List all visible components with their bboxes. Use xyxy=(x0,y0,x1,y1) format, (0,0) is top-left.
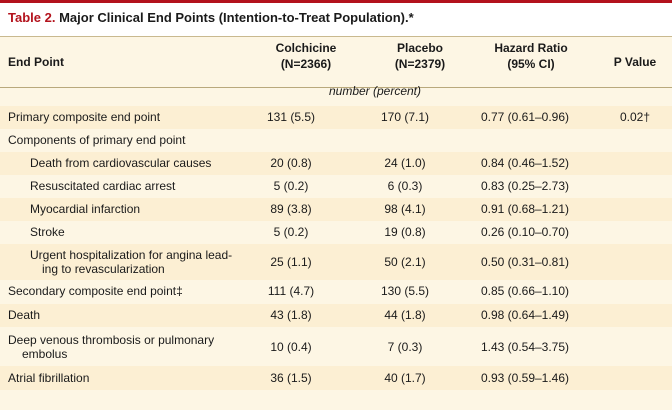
cell-colchicine: 131 (5.5) xyxy=(266,110,316,124)
cell-hazard-ratio: 0.91 (0.68–1.21) xyxy=(480,202,570,216)
table-row: Components of primary end point xyxy=(0,129,672,152)
cell-placebo: 130 (5.5) xyxy=(380,284,430,298)
cell-colchicine: 5 (0.2) xyxy=(273,179,309,193)
cell-colchicine: 36 (1.5) xyxy=(270,371,312,385)
header-colchicine-line2: (N=2366) xyxy=(280,57,332,71)
cell-placebo: 7 (0.3) xyxy=(387,340,423,354)
cell-hazard-ratio: 0.85 (0.66–1.10) xyxy=(480,284,570,298)
header-p-value: P Value xyxy=(613,55,657,69)
cell-colchicine: 43 (1.8) xyxy=(270,308,312,322)
cell-hazard-ratio: 0.50 (0.31–0.81) xyxy=(480,255,570,269)
title-divider xyxy=(0,36,672,37)
cell-p-value: 0.02† xyxy=(619,110,651,124)
table-title-bar: Table 2. Major Clinical End Points (Inte… xyxy=(0,0,672,36)
table-row: Deep venous thrombosis or pulmonary embo… xyxy=(0,327,672,366)
table-number: Table 2. xyxy=(8,10,56,25)
row-label-line1: Deep venous thrombosis or pulmonary xyxy=(8,333,215,347)
table-row: Atrial fibrillation 36 (1.5) 40 (1.7) 0.… xyxy=(0,366,672,390)
header-end-point: End Point xyxy=(8,55,64,69)
row-label: Resuscitated cardiac arrest xyxy=(30,179,176,193)
row-label: Atrial fibrillation xyxy=(8,371,90,385)
header-colchicine-line1: Colchicine xyxy=(275,41,337,55)
table-title-text: Major Clinical End Points (Intention-to-… xyxy=(59,10,414,25)
row-label: Myocardial infarction xyxy=(30,202,141,216)
cell-placebo: 6 (0.3) xyxy=(387,179,423,193)
cell-hazard-ratio: 0.77 (0.61–0.96) xyxy=(480,110,570,124)
header-placebo-line1: Placebo xyxy=(396,41,444,55)
row-label-line2: ing to revascularization xyxy=(42,262,165,276)
row-label-line1: Urgent hospitalization for angina lead- xyxy=(30,248,233,262)
cell-placebo: 24 (1.0) xyxy=(384,156,426,170)
cell-placebo: 170 (7.1) xyxy=(380,110,430,124)
units-label: number (percent) xyxy=(328,84,422,98)
table-row: Death from cardiovascular causes 20 (0.8… xyxy=(0,152,672,175)
row-label: Stroke xyxy=(30,225,65,239)
header-hr-line2: (95% CI) xyxy=(507,57,555,71)
table-row: Death 43 (1.8) 44 (1.8) 0.98 (0.64–1.49) xyxy=(0,304,672,327)
cell-placebo: 98 (4.1) xyxy=(384,202,426,216)
header-colchicine: Colchicine (N=2366) xyxy=(256,40,356,72)
cell-colchicine: 20 (0.8) xyxy=(270,156,312,170)
row-label: Death xyxy=(8,308,41,322)
row-label: Secondary composite end point‡ xyxy=(8,284,183,298)
cell-placebo: 19 (0.8) xyxy=(384,225,426,239)
cell-hazard-ratio: 0.93 (0.59–1.46) xyxy=(480,371,570,385)
cell-hazard-ratio: 0.83 (0.25–2.73) xyxy=(480,179,570,193)
table-title: Table 2. Major Clinical End Points (Inte… xyxy=(8,10,414,25)
row-label: Primary composite end point xyxy=(8,110,161,124)
table-row: Myocardial infarction 89 (3.8) 98 (4.1) … xyxy=(0,198,672,221)
header-placebo-line2: (N=2379) xyxy=(394,57,446,71)
cell-colchicine: 25 (1.1) xyxy=(270,255,312,269)
cell-colchicine: 10 (0.4) xyxy=(270,340,312,354)
cell-hazard-ratio: 1.43 (0.54–3.75) xyxy=(480,340,570,354)
cell-hazard-ratio: 0.84 (0.46–1.52) xyxy=(480,156,570,170)
row-label: Components of primary end point xyxy=(8,133,186,147)
table-header: End Point Colchicine (N=2366) Placebo (N… xyxy=(0,37,672,87)
cell-hazard-ratio: 0.98 (0.64–1.49) xyxy=(480,308,570,322)
row-label: Death from cardiovascular causes xyxy=(30,156,212,170)
cell-colchicine: 5 (0.2) xyxy=(273,225,309,239)
cell-placebo: 44 (1.8) xyxy=(384,308,426,322)
header-placebo: Placebo (N=2379) xyxy=(370,40,470,72)
table-row: Stroke 5 (0.2) 19 (0.8) 0.26 (0.10–0.70) xyxy=(0,221,672,244)
cell-colchicine: 89 (3.8) xyxy=(270,202,312,216)
table-row: Secondary composite end point‡ 111 (4.7)… xyxy=(0,280,672,304)
header-hr-line1: Hazard Ratio xyxy=(494,41,568,55)
table-row: Resuscitated cardiac arrest 5 (0.2) 6 (0… xyxy=(0,175,672,198)
cell-colchicine: 111 (4.7) xyxy=(267,284,315,298)
cell-placebo: 40 (1.7) xyxy=(384,371,426,385)
table-row: Urgent hospitalization for angina lead- … xyxy=(0,244,672,280)
cell-placebo: 50 (2.1) xyxy=(384,255,426,269)
table-row: Primary composite end point 131 (5.5) 17… xyxy=(0,106,672,129)
header-divider xyxy=(0,87,672,88)
cell-hazard-ratio: 0.26 (0.10–0.70) xyxy=(480,225,570,239)
header-hazard-ratio: Hazard Ratio (95% CI) xyxy=(476,40,586,72)
row-label-line2: embolus xyxy=(22,347,68,361)
